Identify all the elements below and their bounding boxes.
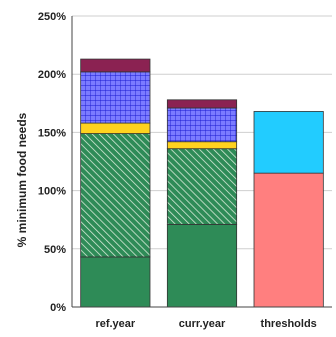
bar-segment xyxy=(253,111,324,174)
bar-segment xyxy=(80,71,151,124)
bar-segment xyxy=(80,122,151,134)
x-tick-label: ref.year xyxy=(95,318,135,330)
y-tick-label: 0% xyxy=(50,302,66,314)
bar-segment xyxy=(166,99,238,109)
bar-segment xyxy=(166,223,238,308)
y-tick-label: 200% xyxy=(38,69,66,81)
bar-segment xyxy=(80,58,151,73)
y-tick-labels: 0% 50% 100% 150% 200% 250% xyxy=(38,11,66,314)
x-tick-label: thresholds xyxy=(261,318,317,330)
y-tick-label: 150% xyxy=(38,127,66,139)
y-tick-label: 100% xyxy=(38,186,66,198)
bar-segment xyxy=(166,107,238,143)
bar-segment xyxy=(80,133,151,258)
y-tick-label: 250% xyxy=(38,11,66,23)
bar-segment xyxy=(253,172,324,308)
axes xyxy=(71,16,332,308)
bar-segment xyxy=(80,256,151,308)
x-tick-label: curr.year xyxy=(179,318,226,330)
bar-segment xyxy=(166,148,238,225)
bars xyxy=(80,58,324,308)
y-tick-label: 50% xyxy=(44,244,66,256)
y-axis-label: % minimum food needs xyxy=(15,112,29,247)
x-tick-labels: ref.year curr.year thresholds xyxy=(95,318,316,330)
bar-segment xyxy=(166,141,238,150)
